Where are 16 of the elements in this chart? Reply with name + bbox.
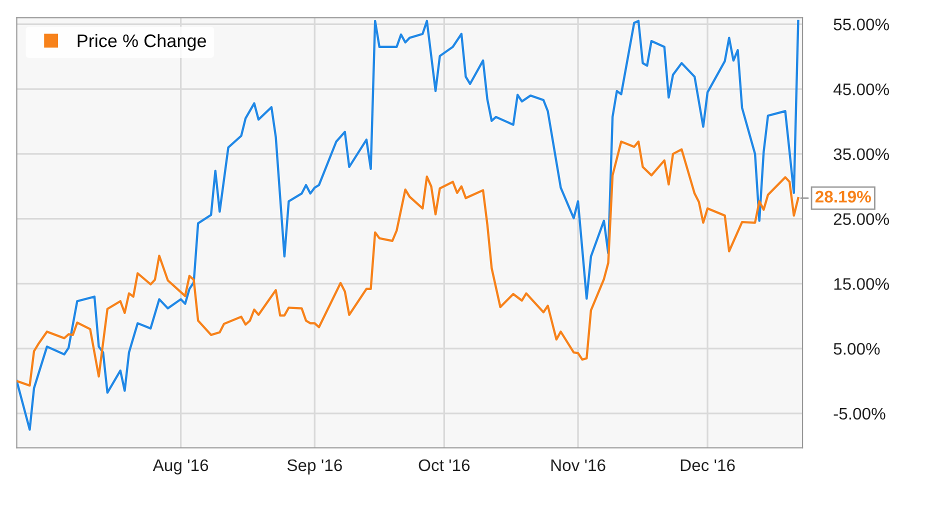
x-tick-label: Aug '16	[152, 459, 208, 474]
annotation: 28.19%	[815, 190, 871, 203]
y-tick-label: 5.00%	[834, 342, 880, 355]
x-tick-label: Dec '16	[680, 459, 735, 472]
x-tick-label: Oct '16	[418, 459, 470, 472]
legend-label: Price % Change	[78, 34, 206, 51]
line-series	[16, 20, 800, 431]
y-tick-label: 25.00%	[834, 213, 890, 226]
y-tick-label: 15.00%	[834, 278, 890, 290]
x-tick-label: Sep '16	[287, 459, 342, 474]
line-series	[16, 140, 800, 387]
y-tick-label: -5.00%	[834, 408, 886, 420]
y-tick-label: 55.00%	[834, 18, 890, 30]
y-tick-label: 45.00%	[833, 83, 890, 96]
y-tick-label: 35.00%	[834, 148, 890, 160]
x-tick-label: Nov '16	[551, 459, 606, 472]
